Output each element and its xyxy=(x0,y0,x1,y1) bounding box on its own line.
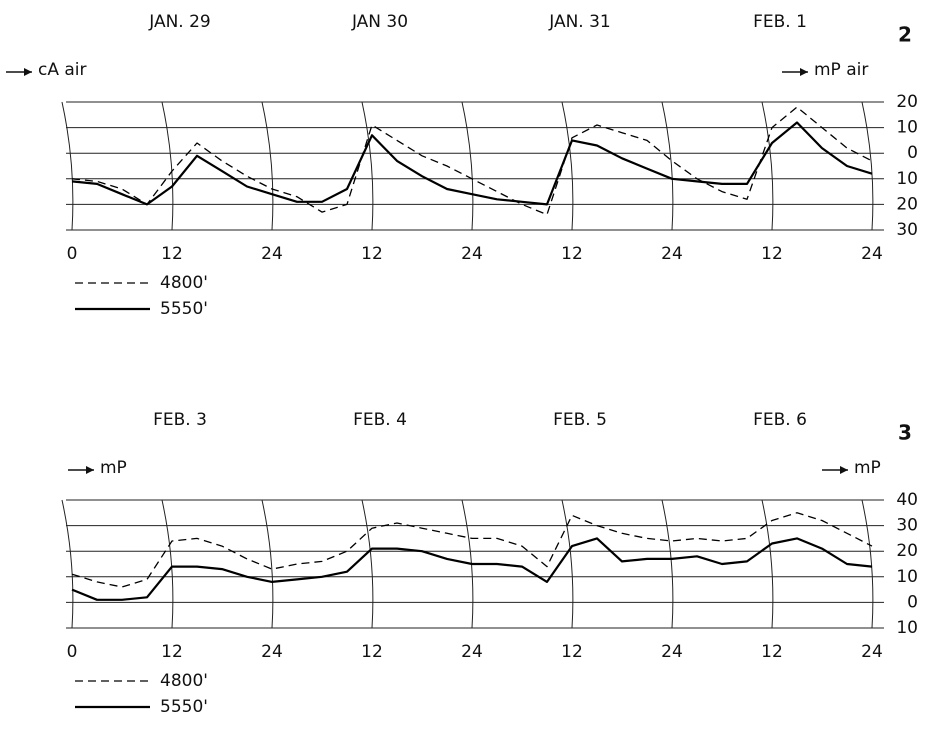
annotation: mP xyxy=(854,458,881,478)
x-tick-label: 0 xyxy=(67,642,78,662)
annotation: cA air xyxy=(38,60,87,80)
x-tick-label: 12 xyxy=(761,642,783,662)
x-tick-label: 12 xyxy=(361,244,383,264)
x-tick-label: 24 xyxy=(861,642,883,662)
grid-line xyxy=(661,101,674,231)
y-tick-label: 0 xyxy=(907,592,918,612)
legend-label: 4800' xyxy=(160,273,208,293)
panel-label: 2 xyxy=(898,23,912,47)
grid-line xyxy=(361,499,374,629)
x-tick-label: 24 xyxy=(461,642,483,662)
grid-line xyxy=(861,499,874,629)
grid-line xyxy=(361,101,374,231)
grid-line xyxy=(161,499,174,629)
x-tick-label: 12 xyxy=(561,642,583,662)
panel-label: 3 xyxy=(898,421,912,445)
x-tick-label: 12 xyxy=(761,244,783,264)
x-tick-label: 0 xyxy=(67,244,78,264)
y-tick-label: 10 xyxy=(896,118,918,138)
series-line xyxy=(71,512,873,588)
day-label: JAN 30 xyxy=(351,12,408,32)
arrow-head xyxy=(86,466,94,474)
day-label: FEB. 5 xyxy=(553,410,607,430)
grid-line xyxy=(661,499,674,629)
x-tick-label: 24 xyxy=(661,244,683,264)
day-label: FEB. 4 xyxy=(353,410,407,430)
x-tick-label: 24 xyxy=(261,244,283,264)
x-tick-label: 12 xyxy=(161,642,183,662)
x-tick-label: 24 xyxy=(861,244,883,264)
annotation: mP air xyxy=(814,60,868,80)
y-tick-label: 30 xyxy=(896,516,918,536)
grid-line xyxy=(61,101,74,231)
day-label: FEB. 6 xyxy=(753,410,807,430)
legend-label: 5550' xyxy=(160,299,208,319)
x-tick-label: 12 xyxy=(361,642,383,662)
y-tick-label: 10 xyxy=(896,567,918,587)
day-label: FEB. 1 xyxy=(753,12,807,32)
arrow-head xyxy=(24,68,32,76)
grid-line xyxy=(561,101,574,231)
day-label: JAN. 29 xyxy=(148,12,211,32)
series-line xyxy=(71,537,873,601)
grid-line xyxy=(861,101,874,231)
y-tick-label: 20 xyxy=(896,194,918,214)
x-tick-label: 24 xyxy=(461,244,483,264)
x-tick-label: 24 xyxy=(661,642,683,662)
grid-line xyxy=(61,499,74,629)
y-tick-label: 10 xyxy=(896,618,918,638)
x-tick-label: 12 xyxy=(161,244,183,264)
y-tick-label: 10 xyxy=(896,169,918,189)
grid-line xyxy=(261,499,274,629)
annotation: mP xyxy=(100,458,127,478)
day-label: JAN. 31 xyxy=(548,12,611,32)
grid-line xyxy=(161,101,174,231)
grid-line xyxy=(561,499,574,629)
y-tick-label: 40 xyxy=(896,490,918,510)
y-tick-label: 0 xyxy=(907,143,918,163)
grid-line xyxy=(261,101,274,231)
legend-label: 5550' xyxy=(160,697,208,717)
y-tick-label: 30 xyxy=(896,220,918,240)
grid-line xyxy=(761,101,774,231)
series-line xyxy=(71,106,873,216)
arrow-head xyxy=(800,68,808,76)
series-line xyxy=(71,121,873,206)
y-tick-label: 20 xyxy=(896,541,918,561)
day-label: FEB. 3 xyxy=(153,410,207,430)
x-tick-label: 12 xyxy=(561,244,583,264)
x-tick-label: 24 xyxy=(261,642,283,662)
legend-label: 4800' xyxy=(160,671,208,691)
grid-line xyxy=(461,101,474,231)
arrow-head xyxy=(840,466,848,474)
y-tick-label: 20 xyxy=(896,92,918,112)
grid-line xyxy=(761,499,774,629)
